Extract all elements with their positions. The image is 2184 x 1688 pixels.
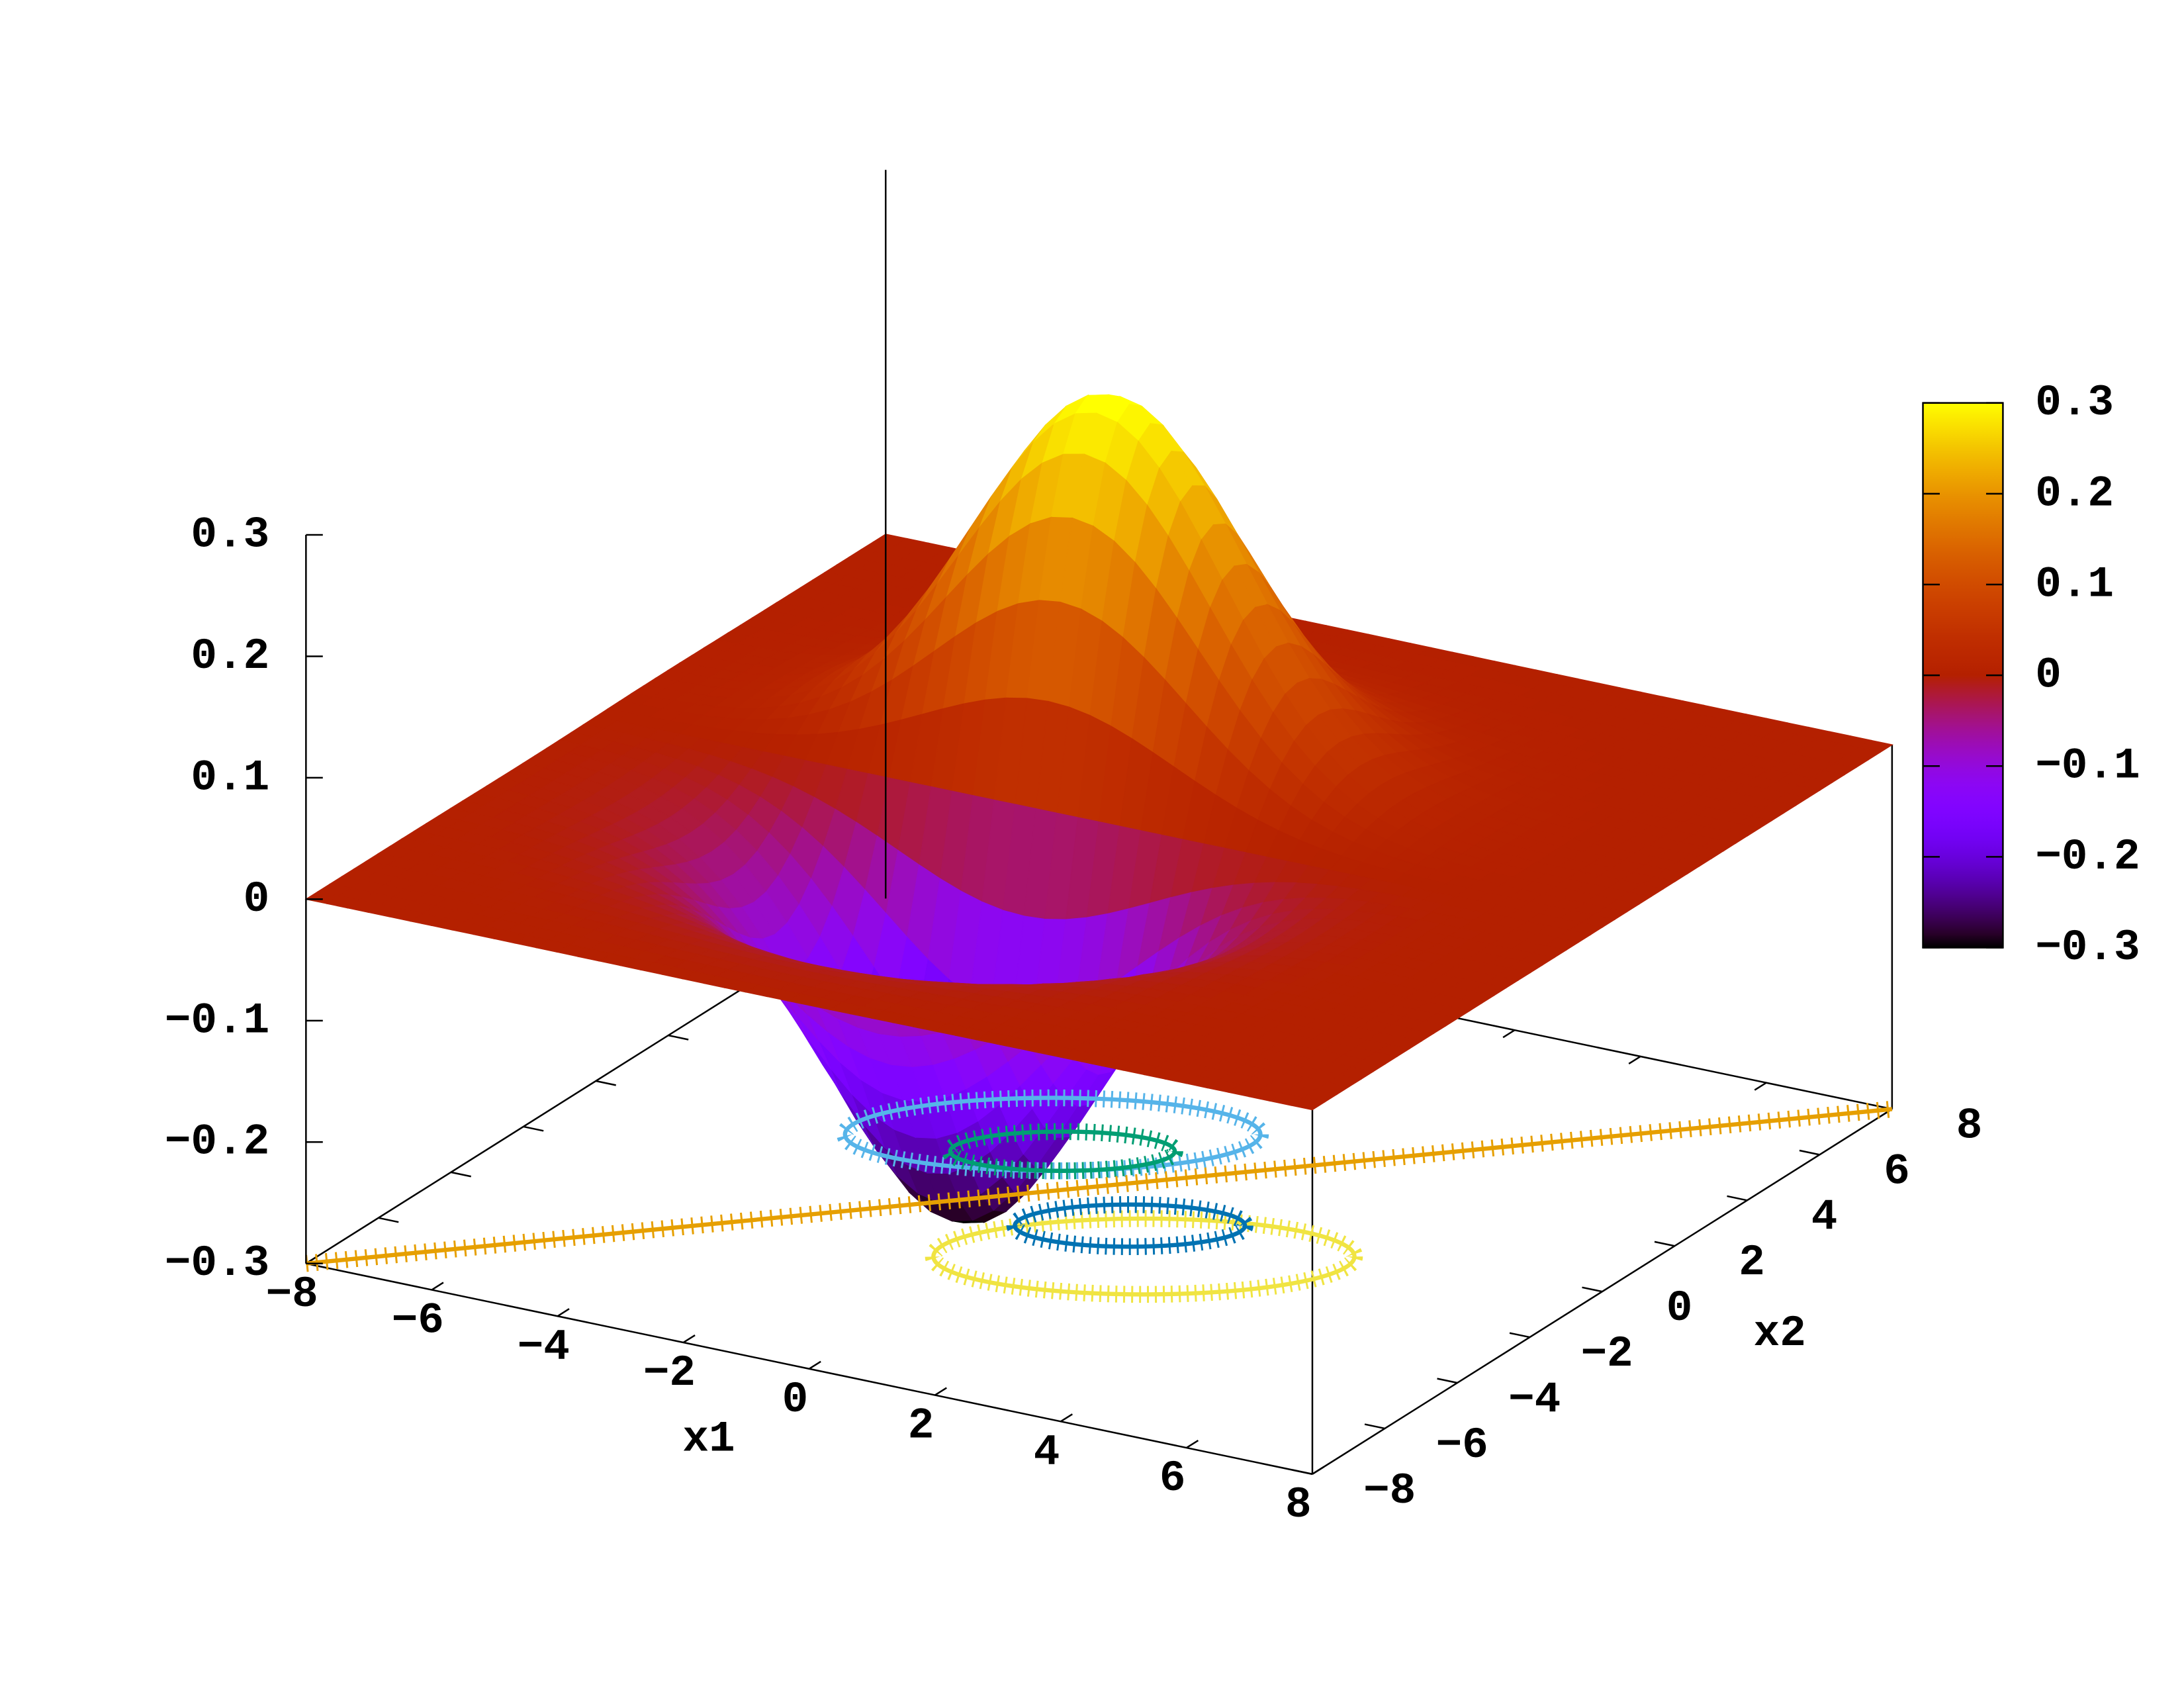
contour-markers [925, 1210, 1363, 1303]
y-tick-label: −6 [1435, 1421, 1488, 1470]
x-tick [1628, 1055, 1641, 1065]
y-tick [1509, 1332, 1530, 1338]
y-tick-label: −4 [1508, 1375, 1561, 1425]
x-tick-label: −2 [643, 1348, 696, 1398]
y-tick [1727, 1195, 1748, 1201]
y-tick [1364, 1423, 1385, 1430]
x-tick-label: −6 [392, 1296, 444, 1346]
surface [304, 394, 1893, 1224]
y-tick [596, 1080, 616, 1086]
z-tick-label: −0.2 [165, 1117, 269, 1167]
y-tick [1292, 1469, 1313, 1476]
y-axis-label: x2 [1754, 1309, 1806, 1358]
y-tick [668, 1034, 689, 1041]
y-tick [378, 1217, 399, 1223]
x-tick-label: 8 [1285, 1480, 1312, 1530]
y-tick-label: −2 [1580, 1329, 1633, 1379]
x-tick [682, 1334, 696, 1344]
zero-contour [306, 1107, 1893, 1266]
x-tick-label: 6 [1160, 1454, 1186, 1503]
frame-edge [306, 1262, 1313, 1476]
contour [931, 1216, 1357, 1297]
colorbar-tick-label: −0.3 [2035, 923, 2140, 972]
y-tick-label: 8 [1956, 1101, 1983, 1150]
y-tick-label: 6 [1884, 1147, 1910, 1196]
x-tick-label: −8 [266, 1270, 318, 1319]
y-tick-label: −8 [1363, 1466, 1416, 1516]
x-tick [934, 1387, 947, 1396]
colorbar-tick-label: 0.1 [2035, 559, 2114, 609]
surface-patch [1290, 1097, 1326, 1111]
x-tick [808, 1360, 821, 1370]
colorbar-tick-label: −0.1 [2035, 741, 2140, 791]
x-tick [431, 1282, 444, 1291]
y-tick [1437, 1378, 1458, 1384]
colorbar-tick-label: 0.2 [2035, 469, 2114, 518]
colorbar-tick-label: −0.2 [2035, 832, 2140, 882]
y-tick [523, 1125, 544, 1132]
z-tick-label: 0.2 [191, 632, 269, 681]
x-tick [1754, 1082, 1767, 1091]
x-axis-label: x1 [682, 1414, 735, 1464]
x-tick-label: 0 [782, 1375, 809, 1425]
x-tick [1312, 1466, 1325, 1475]
x-tick-label: 4 [1034, 1427, 1060, 1477]
z-tick-label: −0.3 [165, 1239, 269, 1288]
colorbar-tick-label: 0 [2035, 651, 2062, 700]
y-tick [1799, 1149, 1820, 1156]
z-tick-label: 0.1 [191, 753, 269, 802]
z-tick-label: 0.3 [191, 510, 269, 559]
y-tick-label: 2 [1739, 1238, 1765, 1288]
z-tick-label: −0.1 [165, 996, 269, 1045]
contour-markers [942, 1123, 1183, 1180]
z-tick-label: 0 [244, 874, 270, 924]
contour-markers [1006, 1196, 1253, 1256]
x-tick [557, 1308, 570, 1317]
y-tick [451, 1171, 471, 1178]
x-tick [1060, 1413, 1073, 1423]
x-tick [1186, 1440, 1199, 1449]
x-tick-label: 2 [908, 1401, 934, 1451]
colorbar-tick-label: 0.3 [2035, 378, 2114, 428]
x-tick [1502, 1029, 1516, 1039]
x-tick-label: −4 [518, 1322, 570, 1372]
y-tick [1582, 1286, 1603, 1293]
y-tick-label: 0 [1666, 1284, 1693, 1333]
y-tick-label: 4 [1811, 1192, 1838, 1242]
y-tick [1654, 1241, 1675, 1247]
